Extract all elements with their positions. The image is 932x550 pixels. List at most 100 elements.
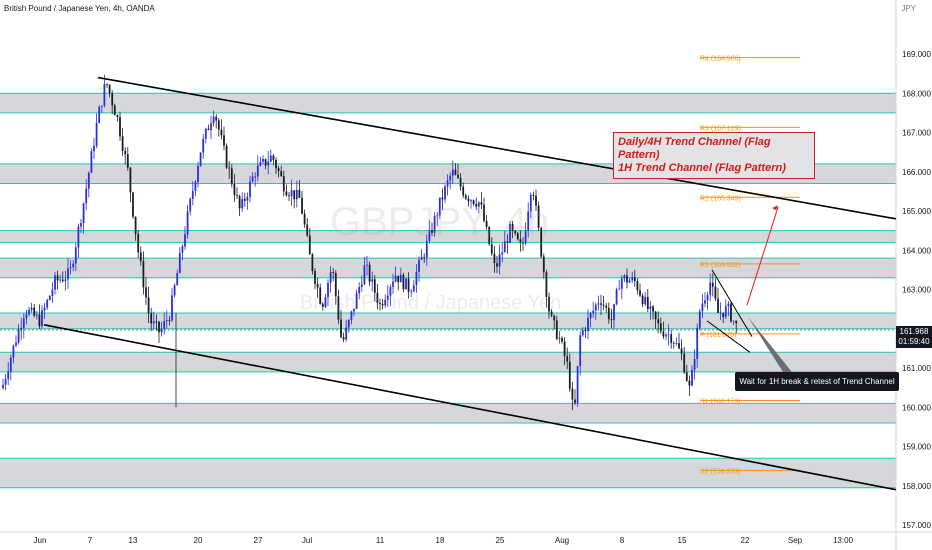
candle-body [288, 195, 290, 197]
candle-body [80, 223, 82, 227]
candle-body [730, 303, 732, 322]
y-tick-label: 166.000 [902, 168, 931, 177]
candle-body [714, 286, 717, 299]
candle-body [33, 307, 36, 316]
candle-body [17, 329, 20, 343]
candle-body [269, 155, 272, 162]
pivot-level-label: R3 (167.129) [700, 125, 741, 132]
candle-body [316, 283, 319, 288]
candle-body [706, 294, 709, 301]
candle-body [280, 171, 283, 177]
candle-body [631, 277, 634, 281]
candle-body [735, 320, 738, 324]
candle-body [558, 338, 561, 339]
candle-body [646, 296, 649, 310]
channel-annotation: Daily/4H Trend Channel (Flag Pattern) 1H… [613, 132, 815, 179]
candle-body [163, 320, 166, 329]
candle-body [680, 348, 683, 354]
candle-body [701, 303, 704, 312]
candle-body [342, 337, 345, 340]
sr-zone [0, 403, 896, 423]
candle-body [613, 304, 615, 321]
candle-body [85, 188, 88, 204]
candle-body [589, 313, 592, 319]
candle-body [428, 230, 431, 242]
pointer-arrow [748, 316, 798, 388]
pivot-level-label: R1 (163.652) [700, 262, 741, 269]
candle-body [667, 334, 670, 335]
candle-body [472, 200, 475, 205]
watermark-symbol: GBPJPY, 4h [330, 200, 550, 244]
candle-body [691, 369, 693, 386]
y-tick-label: 158.000 [902, 482, 931, 491]
candle-body [262, 159, 264, 162]
candle-body [334, 273, 337, 297]
candle-body [579, 335, 582, 367]
candle-body [56, 275, 59, 281]
trendline-flag-bottom[interactable] [706, 320, 751, 353]
candle-body [506, 241, 509, 243]
trendline-channel-bottom[interactable] [43, 324, 897, 491]
candle-body [355, 293, 358, 309]
candle-body [72, 263, 75, 268]
candle-body [259, 161, 262, 166]
y-tick-label: 164.000 [902, 246, 931, 255]
projection-arrow [746, 206, 779, 306]
x-tick-label: 20 [194, 536, 203, 545]
candle-body [550, 311, 553, 316]
trendline-flag-top[interactable] [711, 269, 753, 337]
candle-body [436, 215, 439, 217]
candle-body [717, 298, 719, 313]
candle-body [568, 361, 571, 389]
projection-arrowhead [772, 205, 778, 211]
watermark-name: British Pound / Japanese Yen [300, 292, 562, 314]
candle-body [665, 334, 667, 337]
channel-annotation-line2: 1H Trend Channel (Flag Pattern) [618, 162, 786, 174]
candle-body [298, 189, 301, 198]
candle-body [100, 105, 103, 107]
y-tick-label: 161.000 [902, 364, 931, 373]
pivot-level-label: S2 (158.393) [700, 468, 740, 475]
candle-body [592, 310, 595, 314]
candle-body [303, 213, 306, 225]
candle-body [719, 312, 722, 314]
candle-body [657, 319, 660, 324]
candle-body [727, 303, 730, 307]
candle-body [142, 261, 145, 288]
candle-body [464, 195, 467, 199]
candle-body [475, 204, 478, 207]
x-tick-label: 13 [129, 536, 138, 545]
candle-body [25, 314, 28, 319]
candle-body [402, 274, 405, 290]
candle-body [51, 289, 54, 296]
candle-body [633, 277, 636, 281]
candle-body [623, 275, 626, 279]
candle-body [704, 300, 706, 304]
candle-body [290, 190, 293, 197]
candle-body [277, 168, 280, 172]
candle-body [264, 159, 267, 166]
candle-body [399, 274, 402, 283]
candle-body [535, 195, 537, 206]
candle-body [685, 372, 688, 381]
x-tick-label: Sep [788, 536, 803, 545]
sr-zone [0, 458, 896, 488]
candle-body [540, 227, 543, 257]
y-tick-label: 160.000 [902, 403, 931, 412]
candle-body [220, 129, 223, 136]
candle-body [61, 279, 64, 282]
candle-body [636, 280, 639, 291]
candle-body [644, 296, 647, 305]
candle-body [670, 334, 673, 343]
candle-body [618, 288, 621, 290]
sr-zone [0, 230, 896, 243]
candle-body [605, 305, 608, 308]
candle-body [111, 93, 114, 106]
trendline-channel-top[interactable] [97, 76, 897, 220]
candle-body [332, 271, 335, 274]
candle-body [7, 371, 10, 379]
sr-zone [0, 313, 896, 329]
candle-body [165, 320, 168, 321]
candle-body [168, 320, 171, 321]
